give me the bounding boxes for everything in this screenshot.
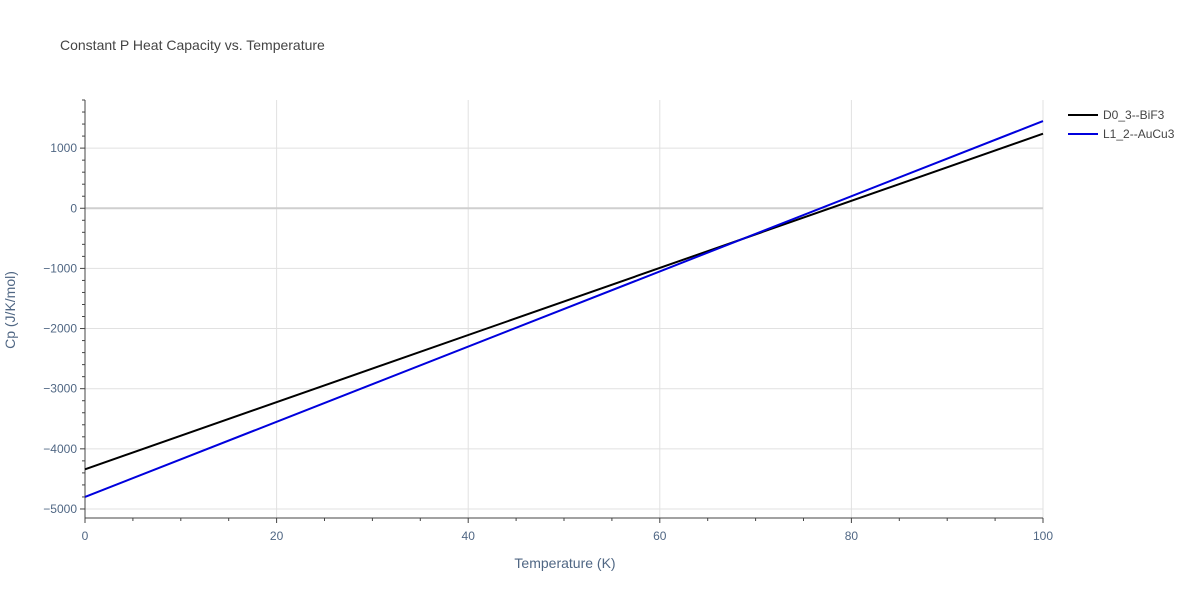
series-line-1 (84, 120, 1044, 498)
tick-labels: 0 20 40 60 80 100 −5000 −4000 −3000 −2000 −1000 0 10… (43, 141, 1053, 543)
x-tick-label: 60 (653, 529, 667, 543)
series-lines (84, 120, 1044, 498)
axes (80, 99, 1044, 523)
x-tick-label: 0 (82, 529, 89, 543)
y-tick-label: −5000 (43, 502, 77, 516)
y-tick-label: −2000 (43, 322, 77, 336)
legend-label: D0_3--BiF3 (1103, 108, 1165, 122)
legend-label: L1_2--AuCu3 (1103, 127, 1175, 141)
x-axis-title: Temperature (K) (514, 555, 615, 571)
chart-title: Constant P Heat Capacity vs. Temperature (60, 37, 325, 53)
y-tick-label: −3000 (43, 382, 77, 396)
legend[interactable]: D0_3--BiF3 L1_2--AuCu3 (1068, 108, 1175, 141)
y-tick-label: −1000 (43, 261, 77, 275)
y-tick-label: 1000 (50, 141, 77, 155)
y-tick-label: −4000 (43, 442, 77, 456)
legend-item-0[interactable]: D0_3--BiF3 (1068, 108, 1165, 122)
x-tick-label: 40 (462, 529, 476, 543)
x-tick-label: 80 (845, 529, 859, 543)
grid (85, 100, 1044, 518)
x-tick-label: 100 (1033, 529, 1053, 543)
series-line-0 (84, 132, 1044, 471)
legend-item-1[interactable]: L1_2--AuCu3 (1068, 127, 1175, 141)
y-axis-title: Cp (J/K/mol) (2, 271, 18, 349)
y-tick-label: 0 (70, 201, 77, 215)
x-tick-label: 20 (270, 529, 284, 543)
